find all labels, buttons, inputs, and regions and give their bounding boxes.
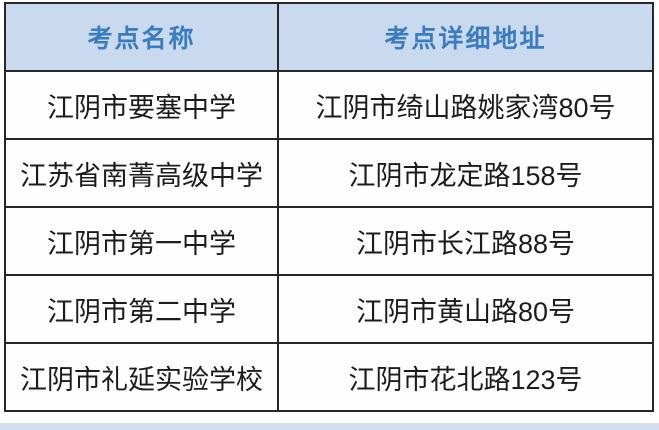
site-name-cell: 江阴市礼延实验学校 [4, 342, 279, 412]
site-name-cell: 江阴市第一中学 [4, 206, 279, 276]
column-header-site-address: 考点详细地址 [277, 2, 654, 72]
site-address-cell: 江阴市龙定路158号 [277, 138, 654, 208]
exam-sites-table: 考点名称 考点详细地址 江阴市要塞中学 江阴市绮山路姚家湾80号 江苏省南菁高级… [4, 2, 654, 412]
site-name-cell: 江苏省南菁高级中学 [4, 138, 279, 208]
site-address-cell: 江阴市绮山路姚家湾80号 [277, 70, 654, 140]
site-address-cell: 江阴市长江路88号 [277, 206, 654, 276]
site-address-cell: 江阴市花北路123号 [277, 342, 654, 412]
table-row: 江苏省南菁高级中学 江阴市龙定路158号 [4, 138, 654, 208]
column-header-site-name: 考点名称 [4, 2, 279, 72]
site-name-cell: 江阴市要塞中学 [4, 70, 279, 140]
table-row: 江阴市第一中学 江阴市长江路88号 [4, 206, 654, 276]
table-row: 江阴市礼延实验学校 江阴市花北路123号 [4, 342, 654, 412]
bottom-strip [0, 423, 659, 430]
table-row: 江阴市要塞中学 江阴市绮山路姚家湾80号 [4, 70, 654, 140]
table-row: 江阴市第二中学 江阴市黄山路80号 [4, 274, 654, 344]
table-header-row: 考点名称 考点详细地址 [4, 2, 654, 72]
site-address-cell: 江阴市黄山路80号 [277, 274, 654, 344]
site-name-cell: 江阴市第二中学 [4, 274, 279, 344]
